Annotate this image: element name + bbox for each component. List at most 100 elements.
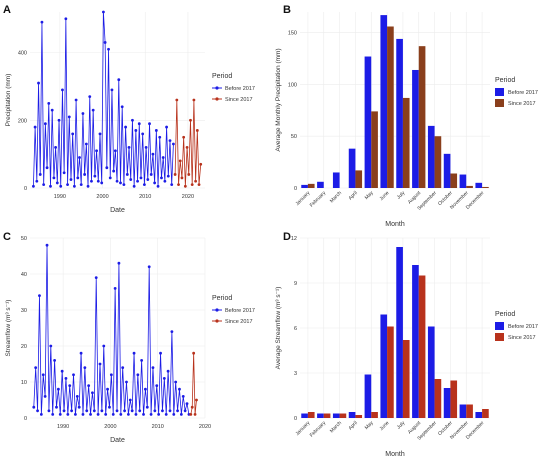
- data-point: [43, 395, 47, 398]
- data-point: [189, 413, 193, 416]
- bar-since: [323, 413, 331, 418]
- chart-panel-d: D 0 3 6 9 12 Average Streamflow (m³ s⁻¹) Month J…: [275, 231, 538, 458]
- y-tick-label: 12: [291, 236, 297, 242]
- data-point: [100, 181, 104, 185]
- x-tick-label: 1990: [57, 424, 69, 430]
- data-point: [33, 125, 37, 129]
- legend-label: Before 2017: [508, 324, 538, 330]
- bar-before: [427, 326, 435, 418]
- data-point: [79, 183, 83, 187]
- data-point: [67, 115, 71, 119]
- bar-before: [412, 69, 419, 188]
- data-point: [62, 409, 66, 413]
- bar-since: [402, 97, 410, 188]
- data-point: [88, 95, 92, 99]
- data-point: [94, 276, 98, 279]
- data-point: [45, 243, 49, 247]
- bar-before: [396, 38, 403, 188]
- bar-since: [450, 173, 458, 188]
- data-point: [153, 181, 157, 185]
- data-point: [185, 402, 189, 405]
- bar-since: [371, 111, 378, 188]
- data-point: [72, 373, 75, 377]
- bar-since: [355, 415, 363, 418]
- data-point: [157, 413, 161, 416]
- legend-label: Since 2017: [508, 101, 536, 107]
- data-point: [47, 101, 51, 105]
- legend-title: Period: [212, 295, 232, 302]
- data-point: [111, 413, 115, 416]
- data-point: [183, 184, 187, 188]
- x-tick-label: 1990: [54, 194, 66, 200]
- bar-since: [307, 183, 315, 188]
- y-tick-label: 0: [294, 186, 297, 192]
- data-point: [149, 413, 153, 416]
- data-point: [96, 179, 100, 183]
- x-tick-label: 2000: [96, 194, 108, 200]
- bar-since: [371, 412, 378, 418]
- data-point: [110, 88, 114, 92]
- bar-before: [301, 184, 308, 188]
- legend-key: [495, 99, 504, 107]
- x-tick-label: May: [364, 190, 375, 201]
- data-point: [60, 369, 64, 373]
- data-point: [156, 184, 160, 188]
- data-point: [161, 409, 164, 413]
- legend-label: Before 2017: [225, 308, 255, 314]
- data-point: [57, 118, 61, 122]
- data-point: [158, 135, 162, 139]
- data-point: [175, 98, 179, 102]
- bar-since: [434, 379, 442, 418]
- legend: Period Before 2017 Since 2017: [212, 73, 255, 103]
- data-point: [166, 369, 170, 373]
- data-point: [134, 129, 138, 132]
- y-tick-label: 0: [24, 416, 27, 422]
- y-tick-label: 30: [21, 308, 27, 314]
- data-point: [174, 380, 178, 384]
- data-point: [91, 108, 95, 112]
- bar-since: [355, 170, 363, 188]
- y-axis-label: Average Streamflow (m³ s⁻¹): [275, 287, 282, 370]
- data-point: [64, 17, 68, 21]
- y-axis-label: Streamflow (m³ s⁻¹): [5, 300, 12, 357]
- data-point: [64, 377, 68, 380]
- y-tick-label: 400: [18, 51, 27, 57]
- data-point: [81, 112, 85, 115]
- bar-since: [339, 413, 347, 418]
- data-point: [138, 409, 142, 413]
- bar-before: [301, 413, 308, 418]
- legend-label: Since 2017: [225, 97, 253, 103]
- x-axis-label: Month: [385, 221, 405, 228]
- x-axis-label: Date: [110, 207, 125, 214]
- data-point: [38, 173, 42, 176]
- bar-before: [364, 56, 372, 189]
- data-point: [190, 405, 194, 409]
- data-point: [41, 373, 45, 377]
- data-point: [93, 174, 97, 178]
- bar-since: [418, 46, 426, 189]
- data-point: [51, 413, 55, 416]
- data-point: [112, 169, 116, 173]
- bar-since: [307, 412, 315, 418]
- data-point: [183, 409, 187, 413]
- data-point: [115, 179, 119, 183]
- bar-since: [434, 136, 442, 188]
- legend-label: Since 2017: [225, 319, 253, 325]
- data-point: [89, 413, 92, 416]
- data-point: [47, 409, 51, 413]
- data-point: [109, 373, 113, 377]
- data-point: [98, 132, 102, 136]
- bar-before: [332, 172, 340, 188]
- data-point: [168, 409, 172, 413]
- data-point: [168, 139, 172, 143]
- bar-before: [443, 388, 451, 418]
- legend-key: [495, 322, 504, 330]
- data-point: [127, 145, 131, 149]
- data-point: [78, 156, 81, 159]
- data-point: [66, 413, 70, 416]
- data-point: [130, 409, 134, 413]
- data-point: [70, 409, 74, 413]
- legend-title: Period: [212, 73, 232, 80]
- y-tick-label: 0: [294, 416, 297, 422]
